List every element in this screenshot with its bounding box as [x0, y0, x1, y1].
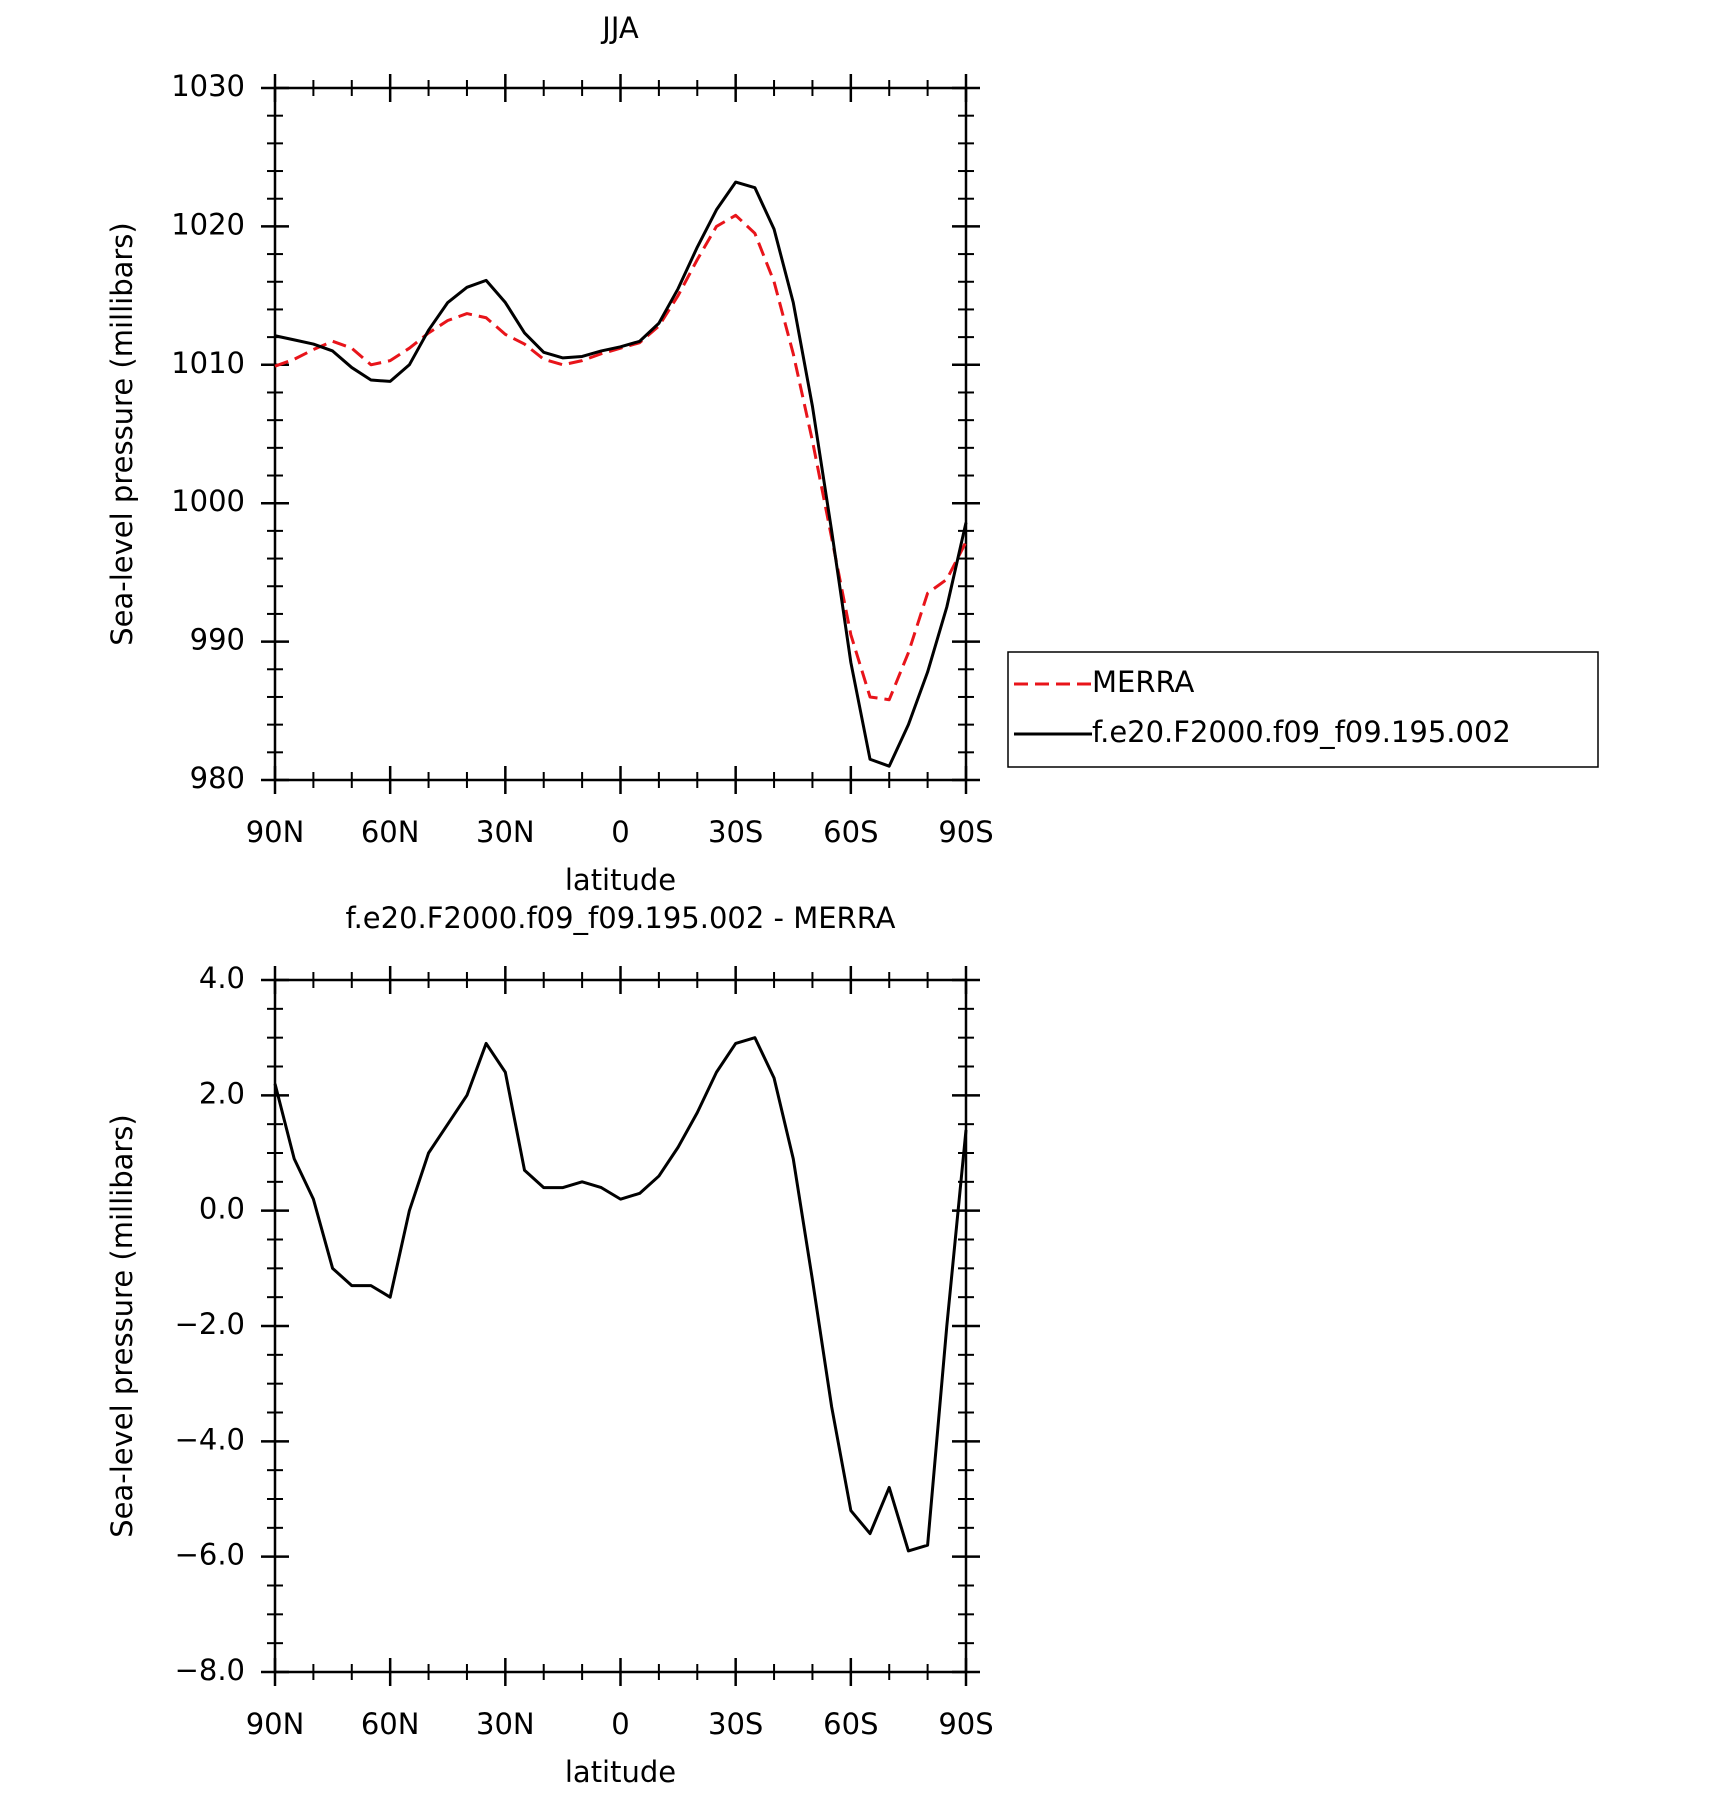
y-tick-label: −4.0 [175, 1422, 245, 1456]
y-tick-label: 1030 [171, 69, 245, 103]
legend-label: MERRA [1092, 665, 1194, 699]
legend-box [1007, 651, 1599, 768]
y-tick-label: 2.0 [199, 1076, 245, 1110]
y-tick-label: 1010 [171, 346, 245, 380]
y-axis-label: Sea-level pressure (millibars) [105, 1114, 139, 1537]
x-tick-label: 90S [938, 815, 993, 849]
series-line [274, 180, 968, 768]
x-tick-label: 30N [476, 1707, 535, 1741]
series-line [274, 213, 968, 702]
series-line [273, 1036, 968, 1553]
y-tick-label: −2.0 [175, 1307, 245, 1341]
x-tick-label: 90N [246, 815, 305, 849]
x-tick-label: 0 [611, 1707, 629, 1741]
chart-title: f.e20.F2000.f09_f09.195.002 - MERRA [345, 901, 895, 935]
x-tick-label: 30S [708, 815, 763, 849]
x-tick-label: 30N [476, 815, 535, 849]
chart-title: JJA [600, 11, 639, 45]
y-tick-label: 990 [190, 623, 245, 657]
y-axis-label: Sea-level pressure (millibars) [105, 222, 139, 645]
x-tick-label: 90N [246, 1707, 305, 1741]
x-tick-label: 60S [823, 815, 878, 849]
x-tick-label: 0 [611, 815, 629, 849]
x-tick-label: 60N [361, 1707, 420, 1741]
y-tick-label: 1020 [171, 207, 245, 241]
legend-label: f.e20.F2000.f09_f09.195.002 [1092, 715, 1511, 749]
x-axis-label: latitude [565, 1755, 676, 1789]
plot-frame [273, 978, 968, 1674]
x-axis-label: latitude [565, 863, 676, 897]
y-tick-label: 1000 [171, 484, 245, 518]
y-tick-label: 980 [190, 761, 245, 795]
y-tick-label: 4.0 [199, 961, 245, 995]
x-tick-label: 90S [938, 1707, 993, 1741]
x-tick-label: 60N [361, 815, 420, 849]
y-tick-label: −6.0 [175, 1538, 245, 1572]
y-tick-label: −8.0 [175, 1653, 245, 1687]
y-tick-label: 0.0 [199, 1192, 245, 1226]
x-tick-label: 30S [708, 1707, 763, 1741]
x-tick-label: 60S [823, 1707, 878, 1741]
